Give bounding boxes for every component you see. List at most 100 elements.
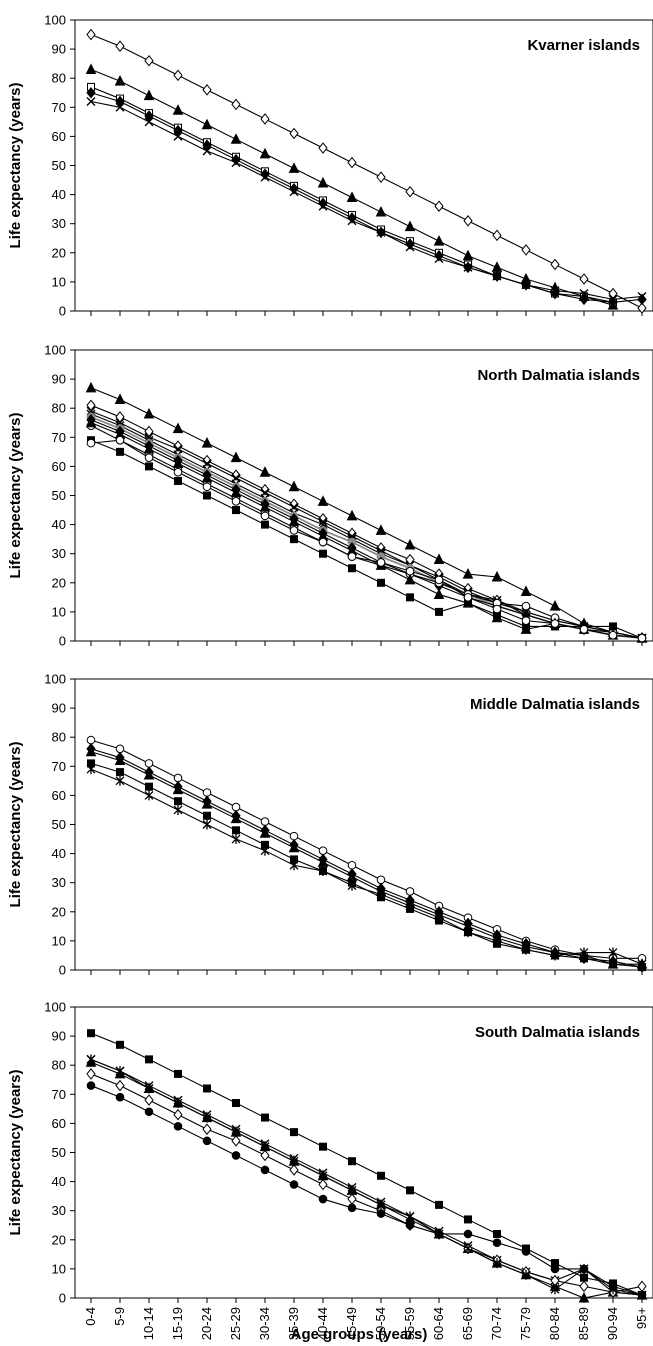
data-point bbox=[143, 442, 155, 454]
y-tick-label: 10 bbox=[52, 274, 66, 289]
data-point bbox=[376, 171, 386, 183]
data-point bbox=[143, 768, 155, 780]
data-point bbox=[579, 273, 589, 285]
data-point bbox=[376, 889, 386, 900]
data-point bbox=[550, 286, 560, 296]
data-point bbox=[201, 798, 213, 809]
data-point bbox=[434, 575, 444, 585]
series-1 bbox=[86, 28, 647, 314]
data-point bbox=[115, 40, 125, 52]
data-point bbox=[463, 1243, 473, 1254]
data-point bbox=[376, 1209, 386, 1218]
series-line bbox=[90, 751, 642, 965]
data-point bbox=[608, 294, 618, 304]
data-point bbox=[463, 214, 473, 227]
data-point bbox=[318, 846, 328, 855]
data-point bbox=[434, 1228, 444, 1239]
data-point bbox=[404, 573, 416, 585]
data-point bbox=[318, 201, 328, 211]
data-point bbox=[463, 262, 473, 272]
data-point bbox=[462, 249, 474, 261]
data-point bbox=[463, 927, 473, 938]
data-point bbox=[462, 567, 474, 579]
plot-area-frame bbox=[74, 678, 653, 971]
series-line bbox=[90, 1032, 643, 1296]
data-point bbox=[173, 1122, 183, 1131]
plot-area-frame bbox=[74, 1006, 653, 1299]
data-point bbox=[260, 1165, 270, 1175]
series-4 bbox=[86, 409, 647, 643]
y-tick-label: 0 bbox=[59, 1291, 66, 1306]
data-point bbox=[521, 616, 531, 625]
data-point bbox=[433, 588, 445, 599]
x-tick-label: 45-49 bbox=[344, 1307, 359, 1340]
y-tick-label: 60 bbox=[52, 129, 66, 144]
y-tick-label: 20 bbox=[52, 575, 66, 590]
series-line bbox=[90, 768, 643, 965]
series-line bbox=[90, 410, 643, 639]
data-point bbox=[143, 89, 155, 101]
panel-title: South Dalmatia islands bbox=[475, 1024, 640, 1041]
data-point bbox=[145, 782, 153, 791]
x-tick-label: 70-74 bbox=[489, 1307, 504, 1340]
data-point bbox=[259, 827, 271, 838]
data-point bbox=[173, 1108, 183, 1121]
x-tick-label: 0-4 bbox=[83, 1307, 98, 1326]
data-point bbox=[201, 118, 213, 130]
data-point bbox=[144, 759, 154, 768]
data-point bbox=[317, 176, 329, 188]
data-point bbox=[232, 1099, 240, 1108]
series-line bbox=[90, 416, 643, 639]
data-point bbox=[608, 296, 618, 309]
data-point bbox=[172, 457, 184, 468]
data-point bbox=[347, 552, 357, 561]
data-point bbox=[289, 1180, 299, 1189]
data-point bbox=[144, 1094, 154, 1106]
data-point bbox=[260, 845, 270, 856]
data-point bbox=[201, 471, 213, 483]
series-1 bbox=[87, 1029, 646, 1300]
data-point bbox=[114, 393, 126, 404]
plot-area-frame bbox=[74, 349, 653, 642]
series-line bbox=[90, 1073, 643, 1293]
series-line bbox=[90, 1058, 643, 1296]
data-point bbox=[231, 98, 241, 111]
data-point bbox=[492, 1258, 502, 1269]
x-tick-label: 65-69 bbox=[460, 1307, 475, 1340]
series-line bbox=[90, 422, 643, 639]
data-point bbox=[115, 1079, 125, 1092]
data-point bbox=[376, 1199, 386, 1210]
data-point bbox=[85, 745, 97, 757]
data-point bbox=[434, 200, 444, 213]
data-point bbox=[376, 227, 386, 237]
series-5 bbox=[86, 96, 647, 304]
data-point bbox=[637, 291, 647, 301]
data-point bbox=[202, 1112, 212, 1123]
data-point bbox=[230, 486, 242, 498]
y-tick-label: 40 bbox=[52, 846, 66, 861]
data-point bbox=[85, 381, 97, 393]
data-point bbox=[144, 453, 154, 462]
series-5 bbox=[86, 412, 647, 643]
y-tick-label: 90 bbox=[52, 701, 66, 716]
data-point bbox=[318, 1194, 328, 1204]
data-point bbox=[319, 1142, 327, 1151]
data-point bbox=[404, 538, 416, 550]
data-point bbox=[173, 69, 183, 82]
data-point bbox=[579, 625, 589, 634]
data-point bbox=[231, 158, 241, 168]
series-line bbox=[90, 748, 643, 968]
data-point bbox=[116, 768, 124, 777]
y-tick-label: 50 bbox=[52, 1145, 66, 1160]
data-point bbox=[174, 797, 182, 806]
chart-panel-2: 0 10 20 30 40 50 60 70 80 90 100 Life expectancy (y… bbox=[7, 343, 653, 649]
data-point bbox=[144, 1083, 154, 1094]
x-tick-label: 60-64 bbox=[431, 1307, 446, 1340]
data-point bbox=[404, 220, 416, 232]
series-5 bbox=[86, 764, 647, 970]
x-tick-label: 95+ bbox=[634, 1307, 649, 1329]
data-point bbox=[173, 773, 183, 783]
chart-panel-1: 0 10 20 30 40 50 60 70 80 90 100 Life expectancy (y… bbox=[7, 13, 653, 319]
y-tick-label: 70 bbox=[52, 100, 66, 115]
